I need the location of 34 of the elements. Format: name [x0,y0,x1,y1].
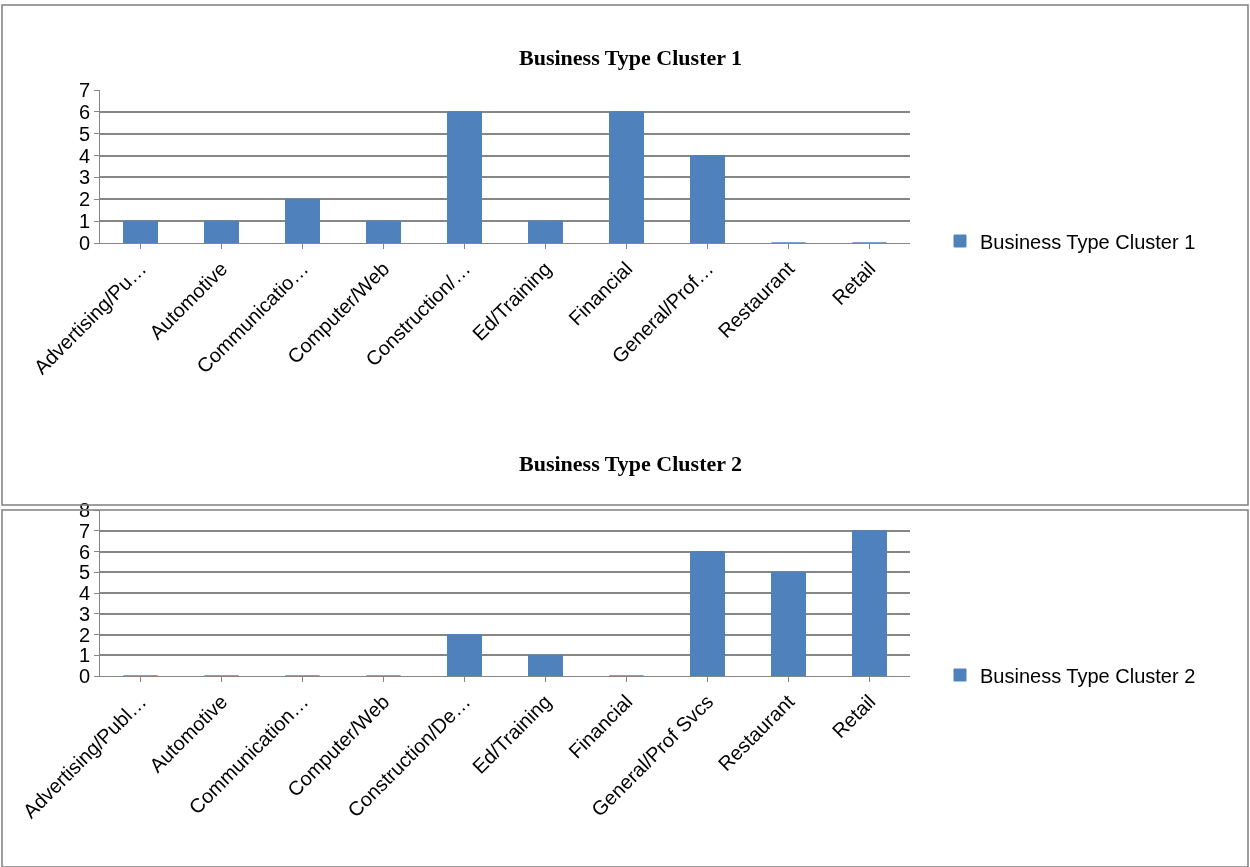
bar [284,198,321,243]
bar [122,220,159,243]
y-tick-label: 7 [78,519,90,542]
y-tick-label: 1 [78,644,90,667]
legend-label: Business Type Cluster 2 [980,664,1196,687]
y-tick-label: 7 [78,79,90,101]
bar [527,654,564,676]
bar [770,571,807,676]
legend-label: Business Type Cluster 1 [980,230,1196,253]
y-tick-label: 0 [78,232,90,254]
y-tick-label: 3 [78,166,90,189]
y-tick-label: 0 [78,665,90,687]
bar [527,220,564,243]
bar [203,220,240,243]
bar [689,155,726,243]
y-tick-label: 6 [78,540,90,563]
bar [851,530,888,676]
bar [689,551,726,676]
y-tick-label: 5 [78,122,90,145]
bar [446,634,483,676]
y-tick-label: 6 [78,100,90,123]
y-tick-label: 5 [78,561,90,584]
bar [365,220,402,243]
bar [608,111,645,243]
chart-title: Business Type Cluster 2 [519,451,743,476]
y-tick-label: 8 [78,499,90,521]
y-tick-label: 3 [78,602,90,625]
y-tick-label: 2 [78,188,90,211]
y-tick-label: 2 [78,623,90,646]
y-tick-label: 4 [78,582,90,604]
chart-title: Business Type Cluster 1 [519,45,743,70]
y-tick-label: 4 [78,144,90,167]
y-tick-label: 1 [78,210,90,233]
bar [446,111,483,243]
